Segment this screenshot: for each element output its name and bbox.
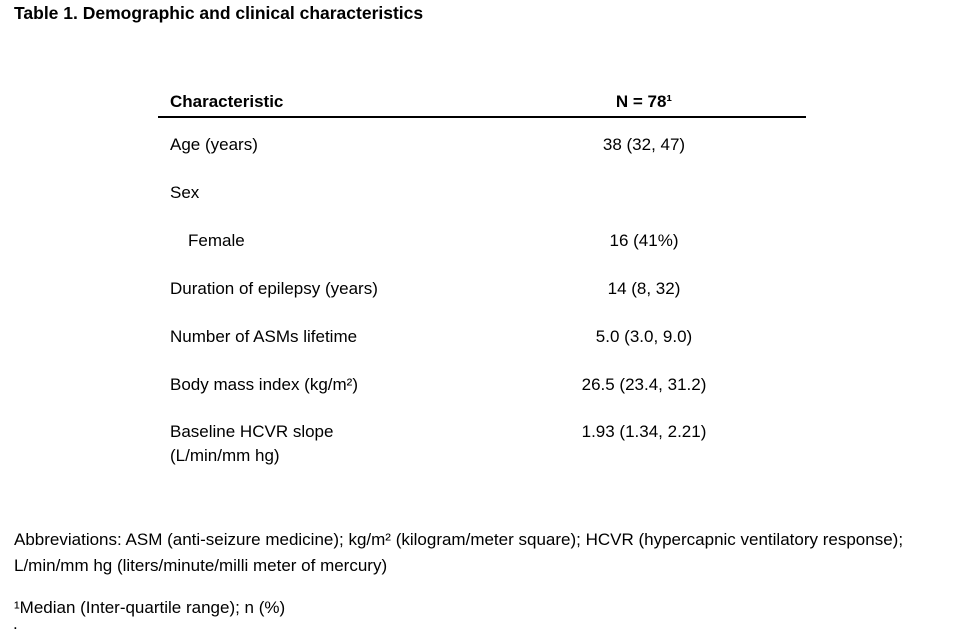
- row-label: Body mass index (kg/m²): [170, 375, 358, 394]
- median-iqr-footnote: ¹Median (Inter-quartile range); n (%): [14, 598, 286, 617]
- row-value: 16 (41%): [609, 231, 679, 250]
- demographics-table: Characteristic N = 78¹ Age (years) 38 (3…: [158, 88, 806, 481]
- row-label: Duration of epilepsy (years): [170, 279, 378, 298]
- row-label: Baseline HCVR slope (L/min/mm hg): [170, 422, 334, 465]
- row-value: 14 (8, 32): [607, 279, 681, 298]
- table-title: Table 1. Demographic and clinical charac…: [14, 3, 424, 23]
- row-label: Age (years): [170, 135, 258, 154]
- row-label: Number of ASMs lifetime: [170, 327, 358, 346]
- table-row: Baseline HCVR slope (L/min/mm hg) 1.93 (…: [158, 409, 806, 481]
- table-row: Body mass index (kg/m²) 26.5 (23.4, 31.2…: [158, 361, 806, 409]
- row-label: Sex: [170, 183, 200, 202]
- stray-period-mark: .: [13, 614, 18, 633]
- table-body: Age (years) 38 (32, 47) Sex Female 16 (4…: [158, 118, 806, 481]
- column-header-characteristic: Characteristic: [170, 92, 284, 111]
- column-header-n: N = 78¹: [615, 92, 673, 111]
- row-value: 5.0 (3.0, 9.0): [595, 327, 693, 346]
- abbreviations-note: Abbreviations: ASM (anti-seizure medicin…: [14, 530, 904, 575]
- table-row: Age (years) 38 (32, 47): [158, 121, 806, 169]
- table-row: Duration of epilepsy (years) 14 (8, 32): [158, 265, 806, 313]
- table-row: Number of ASMs lifetime 5.0 (3.0, 9.0): [158, 313, 806, 361]
- row-label: Female: [188, 231, 245, 250]
- table-header-row: Characteristic N = 78¹: [158, 88, 806, 118]
- row-value: 1.93 (1.34, 2.21): [581, 422, 707, 441]
- table-row: Female 16 (41%): [158, 217, 806, 265]
- row-value: 38 (32, 47): [602, 135, 686, 154]
- table-row: Sex: [158, 169, 806, 217]
- row-value: 26.5 (23.4, 31.2): [581, 375, 707, 394]
